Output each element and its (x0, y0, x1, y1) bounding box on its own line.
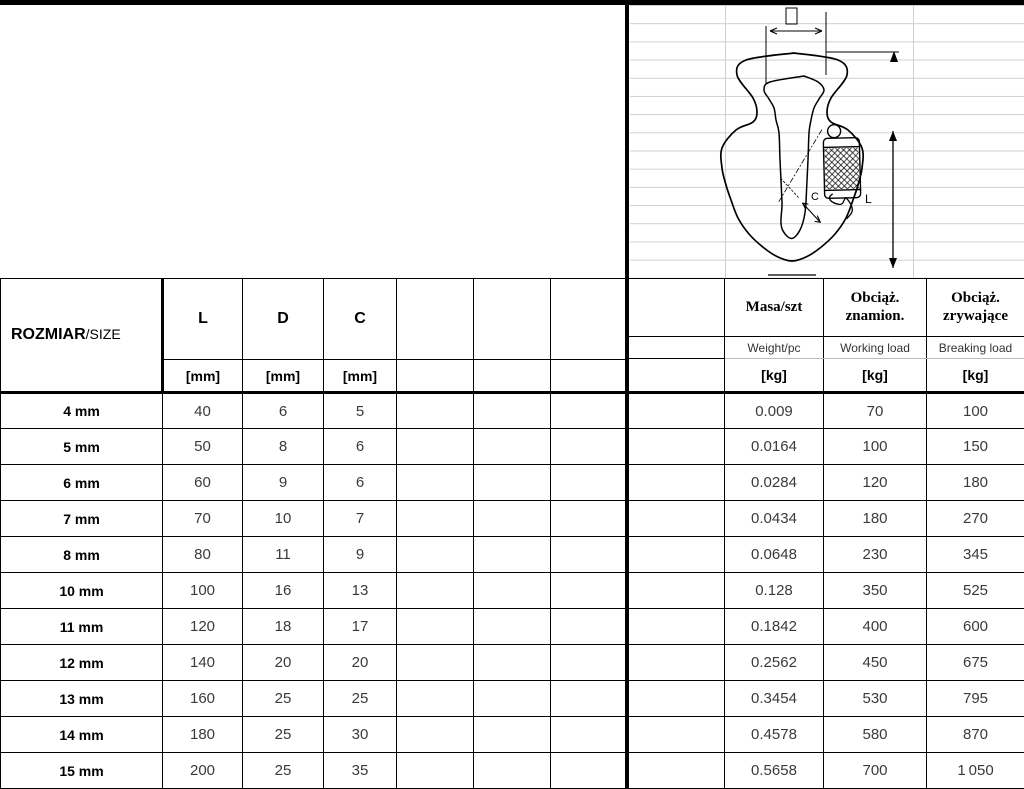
svg-text:L: L (865, 192, 872, 206)
svg-text:C: C (811, 191, 819, 203)
